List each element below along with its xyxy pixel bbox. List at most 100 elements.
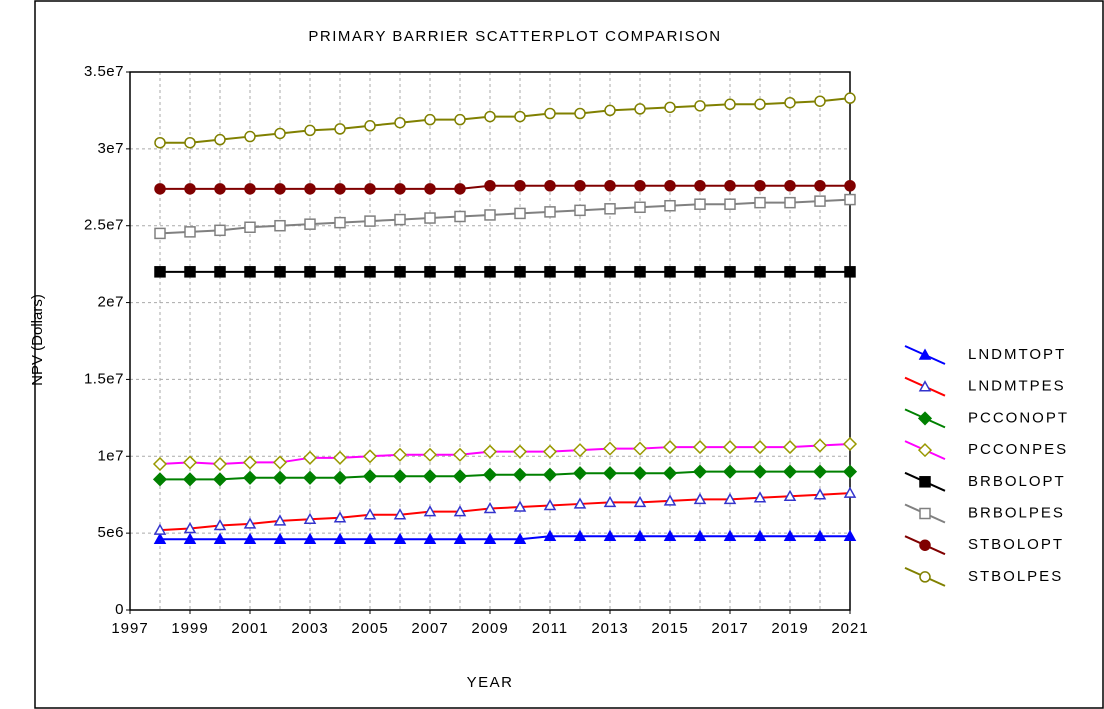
marker	[754, 266, 766, 278]
marker	[152, 456, 168, 472]
marker	[273, 514, 287, 526]
marker	[633, 495, 647, 508]
y-axis-label: NPV (Dollars)	[29, 294, 46, 386]
marker	[543, 529, 557, 541]
marker	[604, 104, 616, 117]
marker	[632, 441, 648, 456]
marker	[392, 469, 408, 484]
legend-marker	[919, 571, 931, 583]
marker	[214, 183, 226, 195]
marker	[662, 440, 678, 455]
marker	[722, 440, 738, 455]
marker	[424, 113, 436, 126]
marker	[154, 227, 166, 240]
marker	[784, 179, 796, 192]
marker	[183, 521, 197, 534]
marker	[482, 444, 498, 459]
legend-label: LNDMTOPT	[968, 346, 1066, 363]
marker	[692, 464, 708, 479]
marker	[394, 266, 406, 278]
marker	[484, 179, 496, 192]
marker	[843, 529, 857, 541]
marker	[363, 532, 377, 545]
marker	[244, 221, 256, 234]
marker	[753, 491, 767, 503]
marker	[634, 201, 646, 214]
frame	[34, 0, 1104, 709]
legend-label: STBOLOPT	[968, 536, 1064, 553]
x-tick-label: 2001	[231, 620, 268, 637]
legend-marker	[919, 539, 931, 551]
y-tick-label: 2e7	[97, 294, 124, 311]
marker	[752, 464, 768, 479]
y-tick-label: 1.5e7	[84, 370, 124, 387]
legend-marker	[918, 380, 932, 392]
marker	[274, 266, 286, 278]
marker	[484, 110, 496, 123]
marker	[364, 120, 376, 132]
marker	[242, 470, 258, 485]
marker	[694, 198, 706, 210]
marker	[844, 92, 856, 104]
marker	[244, 183, 256, 195]
marker	[213, 532, 227, 545]
chart-title: PRIMARY BARRIER SCATTERPLOT COMPARISON	[308, 28, 721, 45]
marker	[572, 443, 588, 458]
marker	[184, 266, 196, 278]
marker	[604, 266, 616, 278]
marker	[754, 196, 766, 209]
marker	[694, 266, 706, 278]
marker	[813, 488, 827, 500]
marker	[363, 508, 377, 520]
legend-marker	[917, 443, 933, 458]
x-tick-label: 2017	[711, 620, 748, 637]
marker	[723, 529, 737, 541]
legend-label: PCCONOPT	[968, 409, 1069, 426]
x-tick-label: 2007	[411, 620, 448, 637]
marker	[844, 266, 856, 278]
marker	[274, 219, 286, 232]
marker	[574, 266, 586, 278]
marker	[364, 266, 376, 278]
x-tick-label: 2021	[831, 620, 868, 637]
marker	[152, 472, 168, 487]
legend-label: PCCONPES	[968, 441, 1068, 458]
marker	[364, 215, 376, 227]
marker	[153, 532, 167, 545]
x-tick-label: 2003	[291, 620, 328, 637]
marker	[664, 199, 676, 212]
marker	[664, 179, 676, 192]
marker	[693, 529, 707, 541]
marker	[572, 466, 588, 481]
marker	[632, 466, 648, 481]
marker	[304, 266, 316, 278]
marker	[604, 203, 616, 215]
marker	[664, 101, 676, 114]
legend-label: BRBOLPES	[968, 504, 1065, 521]
marker	[333, 532, 347, 545]
legend-label: BRBOLOPT	[968, 473, 1066, 490]
marker	[302, 470, 318, 485]
x-axis-label: YEAR	[467, 674, 514, 691]
marker	[424, 212, 436, 224]
marker	[182, 455, 198, 470]
marker	[512, 444, 528, 459]
marker	[394, 116, 406, 129]
marker	[453, 532, 467, 545]
marker	[723, 492, 737, 505]
marker	[394, 183, 406, 195]
legend-marker	[919, 476, 931, 488]
marker	[364, 183, 376, 195]
marker	[154, 136, 166, 149]
marker	[543, 498, 557, 511]
marker	[422, 469, 438, 484]
marker	[663, 529, 677, 541]
marker	[724, 266, 736, 278]
marker	[574, 179, 586, 192]
marker	[783, 529, 797, 541]
marker	[814, 195, 826, 207]
legend-marker	[919, 507, 931, 520]
plot-border	[129, 71, 851, 611]
marker	[154, 266, 166, 278]
marker	[424, 183, 436, 195]
